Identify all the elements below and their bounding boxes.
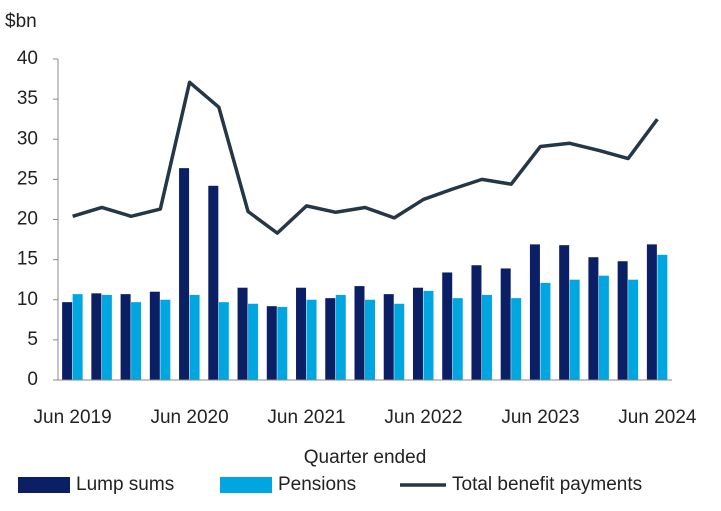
y-tick-label: 30 xyxy=(17,128,38,149)
bar xyxy=(442,272,453,380)
x-tick-label: Jun 2019 xyxy=(34,407,112,428)
bar xyxy=(412,287,423,380)
y-tick-label: 10 xyxy=(17,289,38,310)
y-tick-label: 15 xyxy=(17,249,38,270)
y-tick-label: 5 xyxy=(27,329,38,350)
bar xyxy=(511,298,522,380)
bar xyxy=(540,282,551,380)
bar xyxy=(559,245,570,380)
x-tick-label: Jun 2023 xyxy=(501,407,579,428)
bar xyxy=(657,254,668,380)
bar xyxy=(383,294,394,380)
bar xyxy=(628,279,639,380)
bar xyxy=(335,294,346,380)
bar xyxy=(569,279,580,380)
y-axis-label: $bn xyxy=(5,11,37,32)
y-tick-label: 20 xyxy=(17,209,38,230)
bar xyxy=(296,287,307,380)
legend-swatch xyxy=(220,477,272,493)
bar xyxy=(218,302,229,380)
bar xyxy=(149,291,160,380)
bar xyxy=(160,299,171,380)
bar xyxy=(598,275,609,380)
x-tick-label: Jun 2021 xyxy=(267,407,345,428)
bar xyxy=(423,290,434,380)
y-tick-label: 25 xyxy=(17,168,38,189)
legend-label: Lump sums xyxy=(76,474,174,495)
bar xyxy=(394,303,405,380)
bar xyxy=(189,294,200,380)
bar xyxy=(588,257,599,380)
y-tick-label: 40 xyxy=(17,48,38,69)
y-tick-label: 35 xyxy=(17,88,38,109)
bar xyxy=(617,261,628,380)
legend-label: Total benefit payments xyxy=(452,474,642,495)
line xyxy=(72,80,659,235)
bar xyxy=(248,303,259,380)
bar xyxy=(208,185,219,380)
bar xyxy=(179,168,190,380)
bar xyxy=(91,293,102,380)
bar xyxy=(306,299,317,380)
bar xyxy=(471,265,482,380)
y-tick-label: 0 xyxy=(27,369,38,390)
legend-swatch xyxy=(18,477,70,493)
legend-label: Pensions xyxy=(278,474,356,495)
bar xyxy=(529,244,540,380)
bar xyxy=(365,299,375,380)
bar xyxy=(72,294,83,380)
bar xyxy=(646,244,657,380)
bar xyxy=(354,286,365,380)
bar xyxy=(500,268,511,380)
bar xyxy=(131,302,142,380)
bar xyxy=(452,298,463,380)
x-tick-label: Jun 2022 xyxy=(384,407,462,428)
bar xyxy=(277,306,288,380)
bar xyxy=(481,294,492,380)
bar xyxy=(325,298,336,380)
x-tick-label: Jun 2020 xyxy=(150,407,228,428)
bar xyxy=(266,306,277,380)
x-axis-label: Quarter ended xyxy=(304,447,427,468)
bar xyxy=(62,302,73,380)
bar xyxy=(120,294,131,380)
bar xyxy=(101,294,112,380)
bar xyxy=(237,287,248,380)
x-tick-label: Jun 2024 xyxy=(618,407,697,428)
